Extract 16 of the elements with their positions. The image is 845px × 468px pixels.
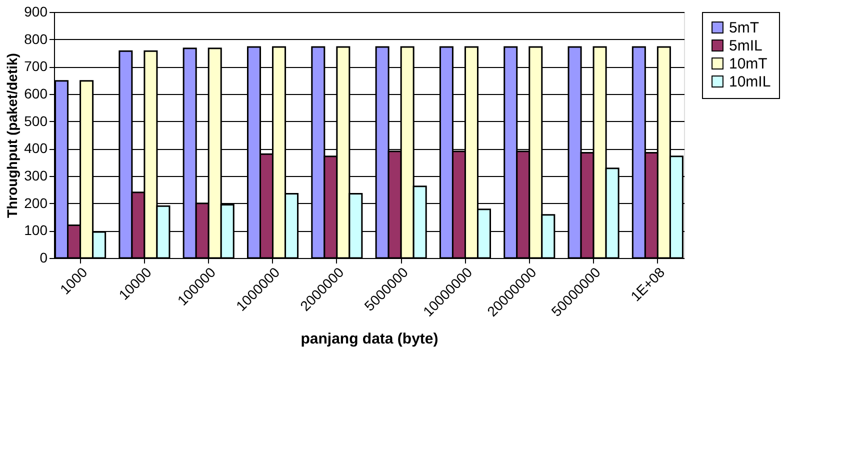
legend-label: 10mT [729, 56, 768, 72]
y-tick-label: 300 [24, 168, 48, 184]
y-tick-label: 200 [24, 194, 48, 211]
y-tick-label: 700 [24, 58, 48, 74]
y-axis-title: Throughput (paket/detik) [4, 53, 20, 218]
legend-label: 10mIL [729, 74, 771, 90]
y-tick-label: 0 [40, 250, 48, 266]
y-tick-label: 500 [24, 112, 48, 129]
y-tick-label: 900 [24, 4, 48, 20]
y-tick-label: 600 [24, 86, 48, 102]
legend-label: 5mT [729, 20, 759, 36]
x-axis-title: panjang data (byte) [300, 330, 438, 348]
y-tick-label: 800 [24, 30, 48, 47]
y-tick-label: 400 [24, 140, 48, 156]
y-tick-label: 100 [24, 222, 48, 238]
legend-label: 5mIL [729, 38, 762, 54]
